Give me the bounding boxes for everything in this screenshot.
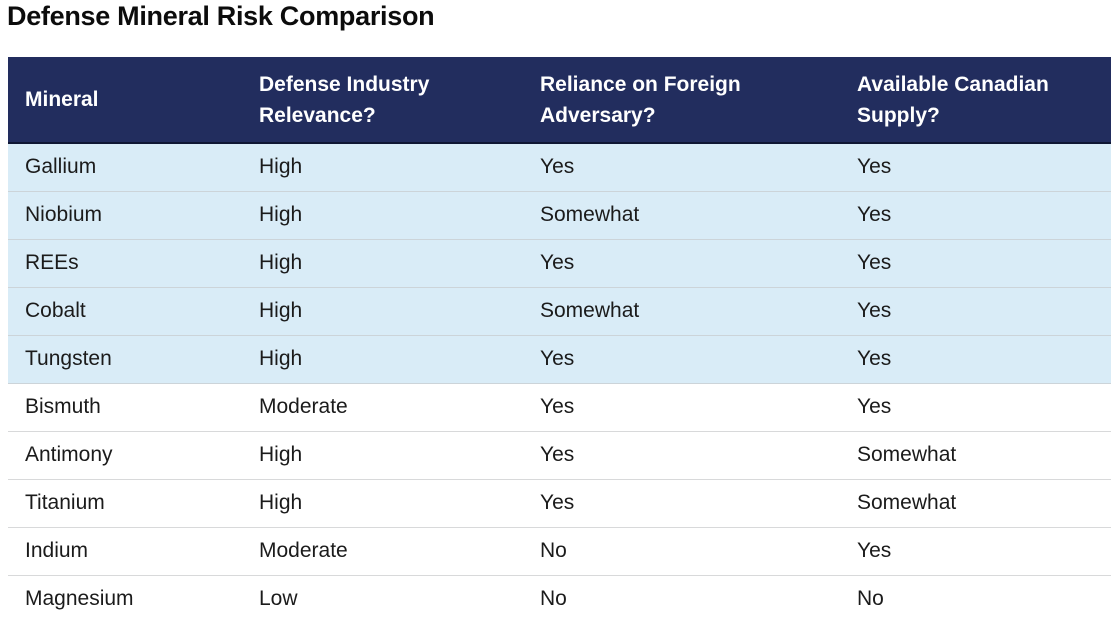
cell-mineral: REEs bbox=[25, 251, 79, 274]
cell-mineral: Niobium bbox=[25, 203, 103, 226]
cell-relevance: High bbox=[259, 155, 303, 179]
cell-mineral: Tungsten bbox=[25, 347, 112, 370]
cell-reliance: No bbox=[540, 587, 567, 611]
cell-supply: Yes bbox=[857, 539, 892, 562]
cell-mineral: Bismuth bbox=[25, 395, 101, 418]
cell-reliance: Yes bbox=[540, 443, 575, 466]
table-row: Gallium High Yes Yes bbox=[8, 143, 1111, 191]
cell-relevance: Low bbox=[259, 587, 298, 611]
cell-relevance: High bbox=[259, 299, 303, 322]
cell-supply: Somewhat bbox=[857, 443, 957, 466]
cell-relevance: High bbox=[259, 491, 303, 514]
table-row: Cobalt High Somewhat Yes bbox=[8, 287, 1111, 335]
table-row: Tungsten High Yes Yes bbox=[8, 335, 1111, 383]
cell-reliance: Yes bbox=[540, 491, 575, 514]
column-header-reliance: Reliance on Foreign Adversary? bbox=[523, 57, 840, 144]
cell-relevance: High bbox=[259, 443, 303, 466]
cell-reliance: Yes bbox=[540, 155, 575, 179]
cell-supply: Yes bbox=[857, 251, 892, 274]
column-header-relevance: Defense Industry Relevance? bbox=[242, 57, 523, 144]
cell-reliance: Somewhat bbox=[540, 203, 640, 226]
cell-supply: No bbox=[857, 587, 884, 611]
page-title: Defense Mineral Risk Comparison bbox=[7, 1, 435, 31]
cell-relevance: High bbox=[259, 203, 303, 226]
table-row: Magnesium Low No No bbox=[8, 575, 1111, 623]
table-row: REEs High Yes Yes bbox=[8, 239, 1111, 287]
cell-supply: Yes bbox=[857, 299, 892, 322]
table-row: Bismuth Moderate Yes Yes bbox=[8, 383, 1111, 431]
cell-reliance: Somewhat bbox=[540, 299, 640, 322]
cell-mineral: Titanium bbox=[25, 491, 105, 514]
cell-reliance: No bbox=[540, 539, 567, 562]
table-header: Mineral Defense Industry Relevance? Reli… bbox=[8, 57, 1111, 144]
table-row: Niobium High Somewhat Yes bbox=[8, 191, 1111, 239]
cell-reliance: Yes bbox=[540, 251, 575, 274]
cell-reliance: Yes bbox=[540, 347, 575, 370]
table-row: Titanium High Yes Somewhat bbox=[8, 479, 1111, 527]
cell-relevance: Moderate bbox=[259, 395, 348, 418]
cell-relevance: Moderate bbox=[259, 539, 348, 562]
cell-supply: Yes bbox=[857, 155, 892, 179]
column-header-supply: Available Canadian Supply? bbox=[840, 57, 1111, 144]
column-header-mineral: Mineral bbox=[8, 57, 242, 144]
cell-mineral: Magnesium bbox=[25, 587, 134, 611]
table-body: Gallium High Yes Yes Niobium High Somewh… bbox=[8, 143, 1111, 623]
header-row: Mineral Defense Industry Relevance? Reli… bbox=[8, 57, 1111, 144]
cell-relevance: High bbox=[259, 251, 303, 274]
cell-supply: Somewhat bbox=[857, 491, 957, 514]
cell-reliance: Yes bbox=[540, 395, 575, 418]
mineral-risk-table: Mineral Defense Industry Relevance? Reli… bbox=[8, 57, 1111, 623]
cell-mineral: Gallium bbox=[25, 155, 97, 179]
cell-supply: Yes bbox=[857, 347, 892, 370]
cell-relevance: High bbox=[259, 347, 303, 370]
cell-mineral: Indium bbox=[25, 539, 89, 562]
cell-mineral: Antimony bbox=[25, 443, 113, 466]
cell-supply: Yes bbox=[857, 203, 892, 226]
table-row: Antimony High Yes Somewhat bbox=[8, 431, 1111, 479]
cell-supply: Yes bbox=[857, 395, 892, 418]
table-row: Indium Moderate No Yes bbox=[8, 527, 1111, 575]
cell-mineral: Cobalt bbox=[25, 299, 86, 322]
